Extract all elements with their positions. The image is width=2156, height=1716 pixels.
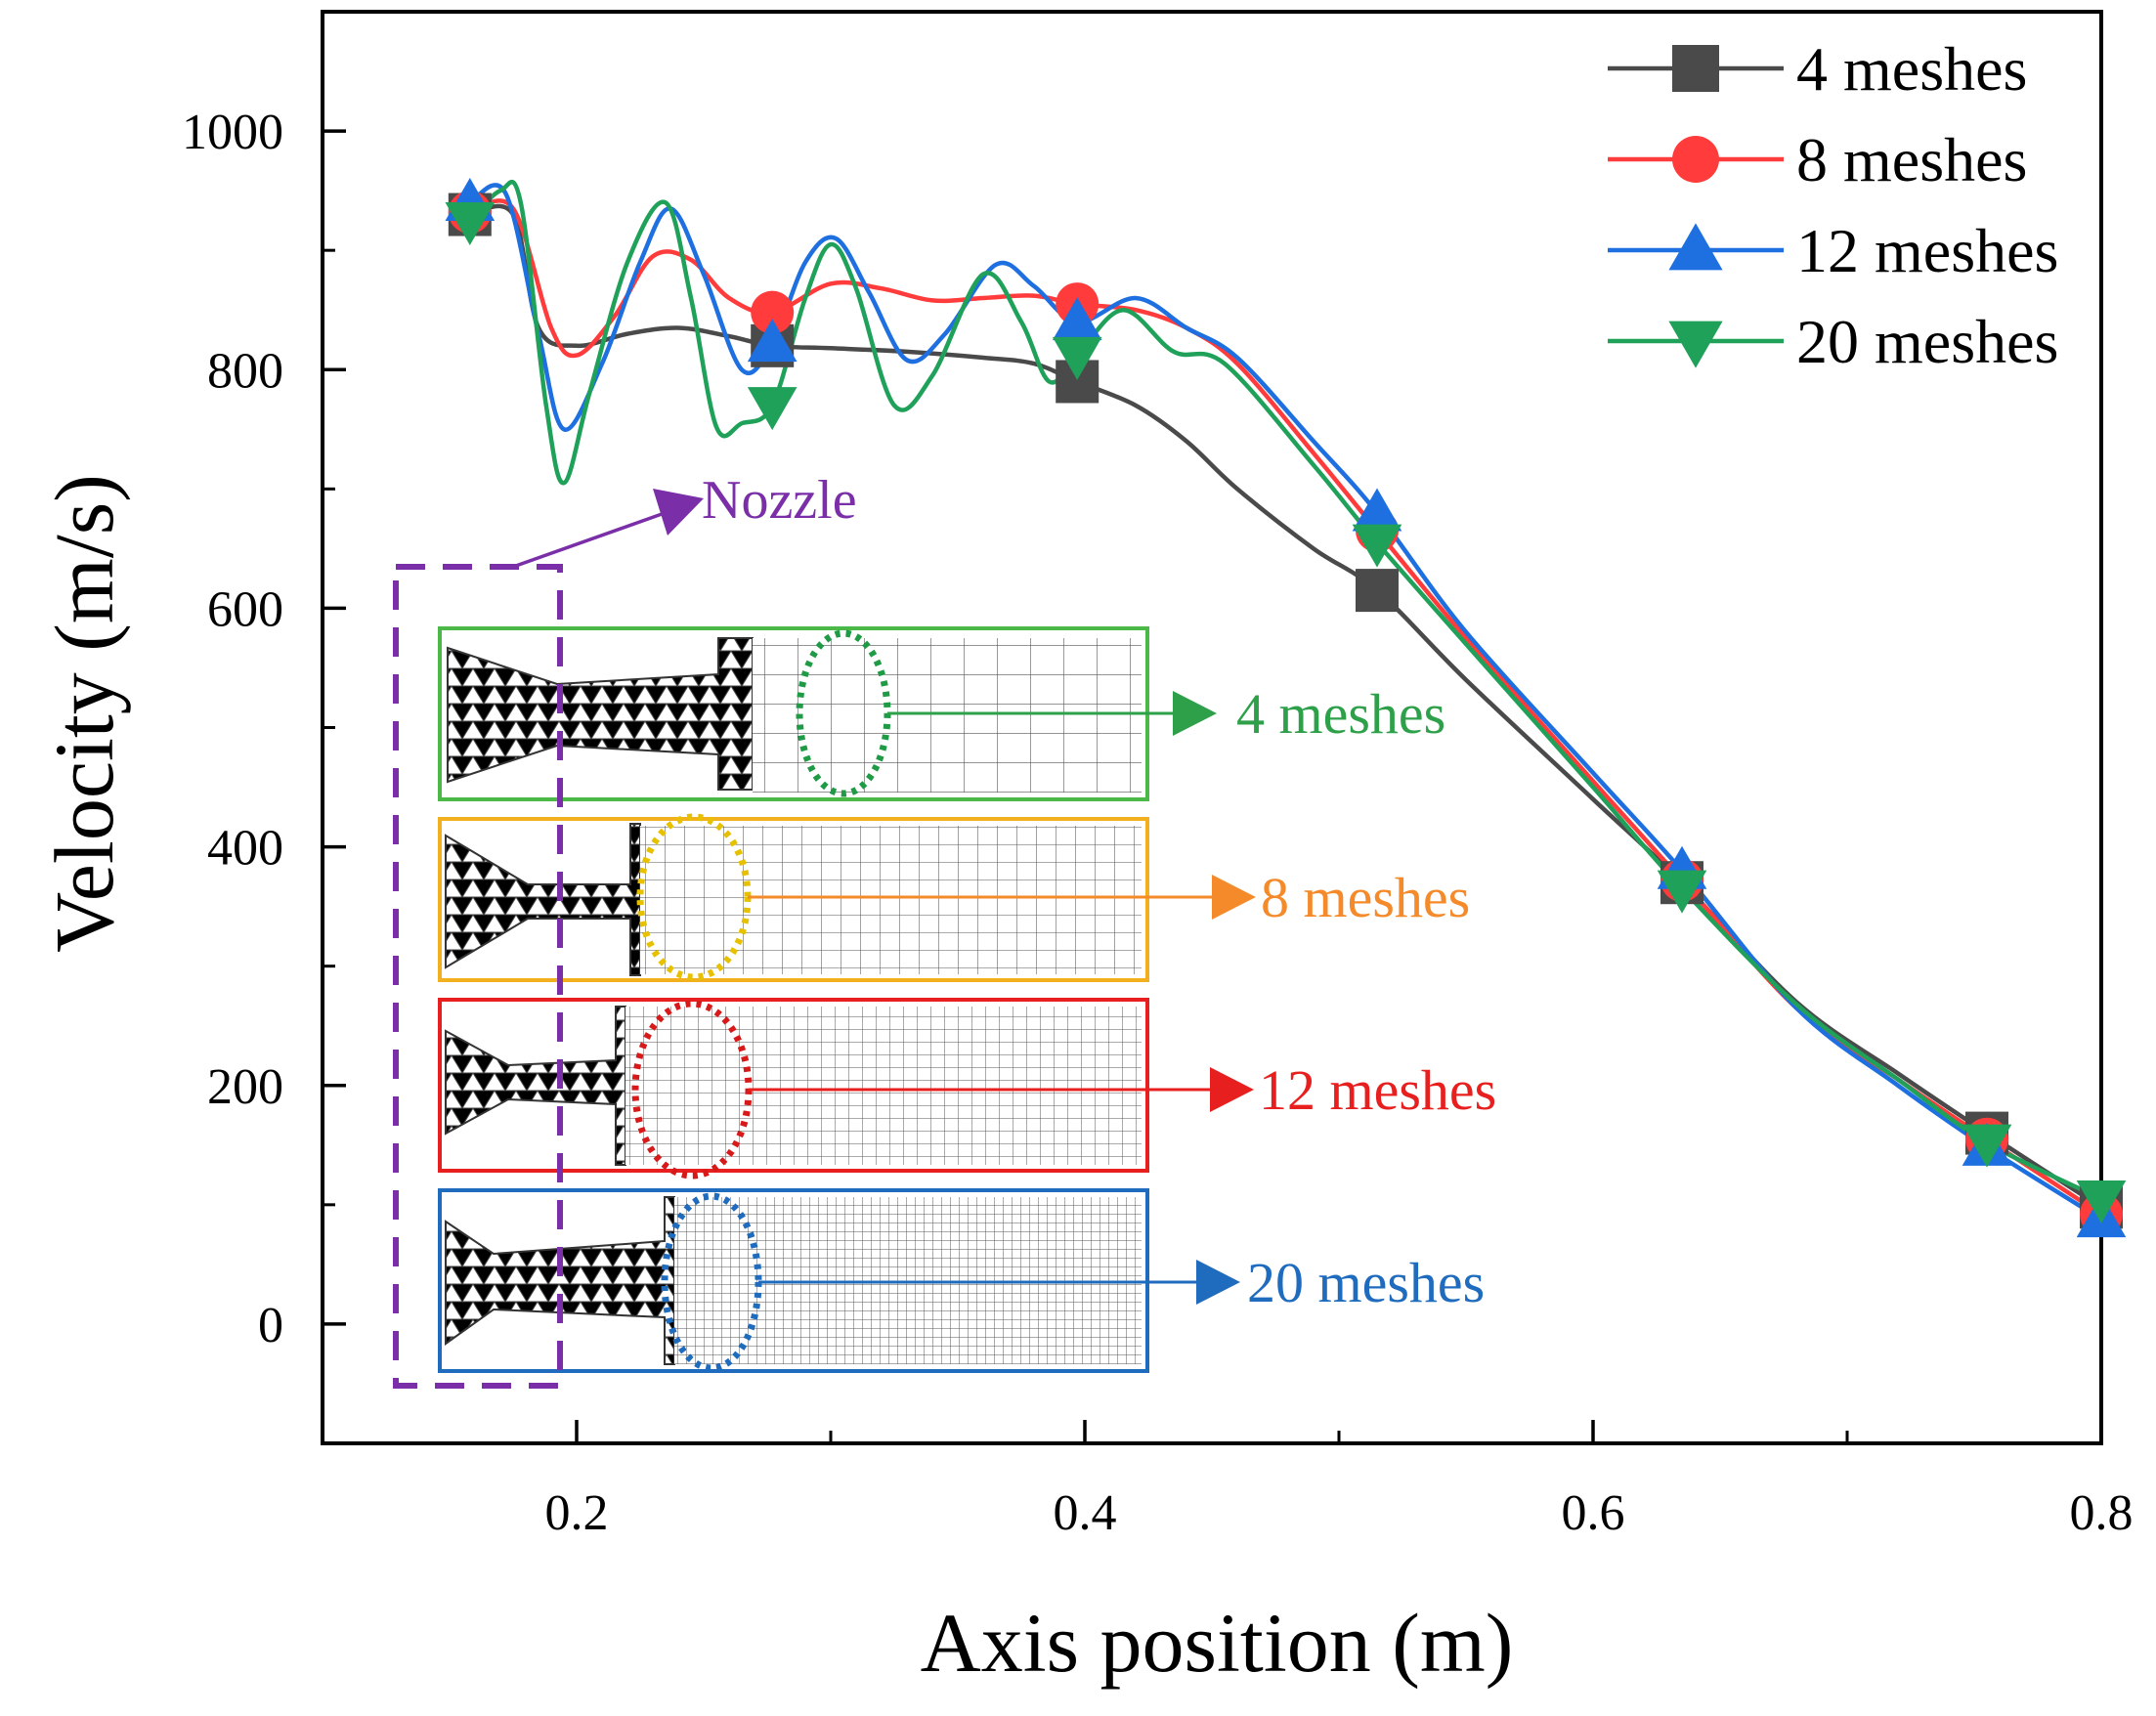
inset-4-meshes: 4 meshes	[438, 626, 1445, 801]
inset-12-meshes: 12 meshes	[438, 998, 1496, 1180]
x-tick-label: 0.6	[1562, 1485, 1625, 1541]
nozzle-dashed-box	[393, 564, 563, 1389]
series-line-20-meshes	[468, 179, 2102, 1201]
legend-marker	[1672, 45, 1719, 92]
data-point-20-meshes	[747, 387, 798, 431]
legend-label: 4 meshes	[1796, 34, 2027, 104]
inset-arrow-head	[1196, 1260, 1240, 1305]
inset-label: 20 meshes	[1247, 1251, 1485, 1314]
inset-arrow-head	[1212, 875, 1256, 920]
nozzle-arrow-line	[512, 511, 666, 569]
inset-20-meshes: 20 meshes	[438, 1188, 1485, 1373]
x-tick-label: 0.4	[1054, 1485, 1117, 1541]
y-tick-label: 0	[258, 1298, 283, 1353]
chamber-mesh	[753, 638, 1142, 793]
x-axis-ticks: 0.2 0.4 0.6 0.8	[545, 1420, 2134, 1541]
y-axis-ticks: 0 200 400 600 800 1000	[182, 105, 346, 1353]
data-point-20-meshes	[2076, 1180, 2127, 1224]
nozzle-mesh	[445, 823, 641, 976]
chamber-mesh	[640, 826, 1142, 974]
y-tick-label: 200	[207, 1059, 283, 1115]
inset-8-meshes: 8 meshes	[438, 813, 1470, 982]
inset-label: 12 meshes	[1259, 1058, 1496, 1122]
legend-label: 12 meshes	[1796, 216, 2058, 285]
data-point-20-meshes	[1352, 524, 1402, 568]
y-axis-title: Velocity (m/s)	[37, 474, 131, 953]
legend-label: 20 meshes	[1796, 307, 2058, 376]
data-point-20-meshes	[445, 201, 496, 245]
y-tick-label: 1000	[182, 105, 283, 160]
x-tick-label: 0.8	[2070, 1485, 2134, 1541]
data-point-12-meshes	[1052, 297, 1102, 341]
legend-marker	[1672, 136, 1719, 183]
mesh-insets: 4 meshes 8 meshes 12 meshes	[393, 470, 1496, 1389]
y-tick-label: 800	[207, 343, 283, 399]
x-axis-title: Axis position (m)	[921, 1596, 1514, 1690]
nozzle-arrow-head	[653, 489, 704, 536]
data-point-20-meshes	[1962, 1124, 2012, 1168]
legend: 4 meshes 8 meshes 12 meshes 20 meshes	[1608, 34, 2058, 376]
legend-marker	[1668, 321, 1723, 368]
data-point-20-meshes	[1052, 336, 1102, 380]
legend-marker	[1668, 223, 1723, 271]
y-tick-label: 400	[207, 821, 283, 877]
inset-arrow-head	[1210, 1067, 1254, 1112]
data-point-12-meshes	[747, 319, 798, 363]
inset-label: 8 meshes	[1261, 866, 1470, 929]
nozzle-label: Nozzle	[702, 470, 857, 531]
data-point-20-meshes	[1657, 870, 1707, 914]
x-tick-label: 0.2	[545, 1485, 609, 1541]
inset-arrow-head	[1173, 691, 1217, 736]
y-tick-label: 600	[207, 581, 283, 637]
data-point-12-meshes	[1352, 488, 1402, 532]
legend-label: 8 meshes	[1796, 125, 2027, 194]
chamber-mesh	[625, 1007, 1142, 1165]
data-point-4-meshes	[1356, 569, 1399, 613]
series-markers	[445, 178, 2127, 1238]
inset-label: 4 meshes	[1236, 682, 1445, 746]
data-point-8-meshes	[751, 290, 795, 334]
